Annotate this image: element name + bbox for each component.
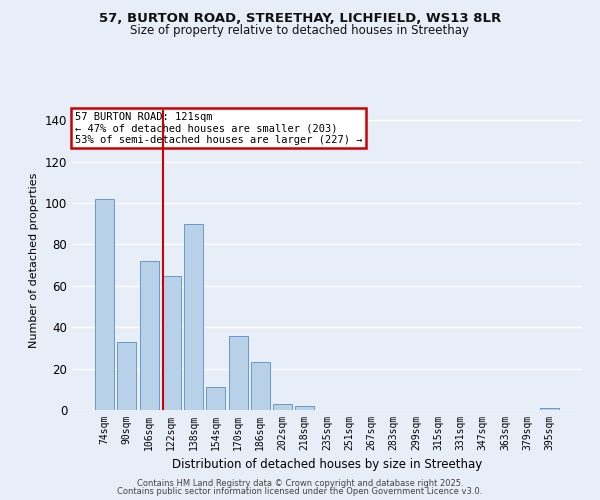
Bar [273,404,292,410]
Text: Size of property relative to detached houses in Streethay: Size of property relative to detached ho… [131,24,470,37]
Bar [118,342,136,410]
Bar [251,362,270,410]
Bar [184,224,203,410]
Bar [295,406,314,410]
Text: Contains public sector information licensed under the Open Government Licence v3: Contains public sector information licen… [118,487,482,496]
Bar [540,408,559,410]
Text: 57 BURTON ROAD: 121sqm
← 47% of detached houses are smaller (203)
53% of semi-de: 57 BURTON ROAD: 121sqm ← 47% of detached… [74,112,362,144]
Bar [206,387,225,410]
Bar [140,261,158,410]
X-axis label: Distribution of detached houses by size in Streethay: Distribution of detached houses by size … [172,458,482,471]
Text: 57, BURTON ROAD, STREETHAY, LICHFIELD, WS13 8LR: 57, BURTON ROAD, STREETHAY, LICHFIELD, W… [99,12,501,26]
Y-axis label: Number of detached properties: Number of detached properties [29,172,39,348]
Text: Contains HM Land Registry data © Crown copyright and database right 2025.: Contains HM Land Registry data © Crown c… [137,478,463,488]
Bar [95,199,114,410]
Bar [162,276,181,410]
Bar [229,336,248,410]
